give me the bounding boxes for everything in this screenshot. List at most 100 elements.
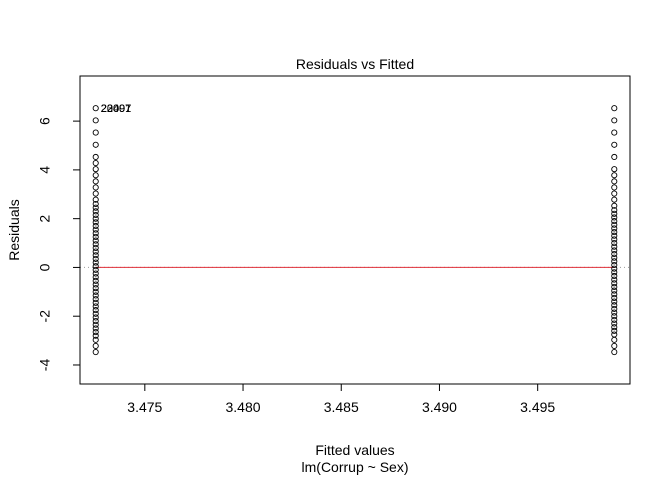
data-point: [92, 196, 99, 203]
data-point: [92, 281, 99, 288]
data-point: [92, 255, 99, 262]
data-point: [92, 222, 99, 230]
data-point: [92, 321, 99, 328]
data-point: [611, 218, 618, 225]
y-tick-label: 0: [37, 263, 53, 271]
data-point: [611, 105, 618, 112]
data-point: [92, 204, 99, 211]
data-point: [92, 190, 99, 197]
data-point: [611, 153, 618, 161]
point-label: 23407: [101, 103, 132, 115]
data-point: [611, 229, 618, 236]
data-point: [92, 332, 99, 339]
data-point: [92, 325, 99, 332]
data-point: [611, 239, 618, 247]
data-point: [611, 294, 618, 301]
data-point: [92, 329, 99, 336]
data-point: [611, 184, 618, 191]
data-point: [92, 292, 99, 299]
data-point: [92, 285, 99, 292]
data-point: [92, 270, 99, 277]
y-axis: -4 -2 0 2 4 6: [37, 117, 81, 372]
data-point: [92, 226, 99, 233]
data-point: [92, 237, 99, 244]
data-point: [611, 196, 618, 203]
y-tick-label: 6: [37, 117, 53, 125]
x-tick-label: 3.475: [127, 399, 162, 415]
data-point: [611, 166, 618, 173]
data-point: [92, 303, 99, 310]
data-point: [92, 336, 99, 343]
data-point: [92, 105, 99, 112]
data-point: [611, 117, 618, 124]
data-point: [92, 266, 99, 273]
data-point: [611, 305, 618, 312]
y-tick-label: 2: [37, 215, 53, 223]
plot-frame: [79, 75, 631, 385]
data-point: [92, 141, 99, 148]
x-tick-label: 3.485: [324, 399, 359, 415]
chart-title: Residuals vs Fitted: [296, 56, 414, 72]
point-label: 20091: [101, 103, 132, 115]
data-point: [611, 276, 618, 283]
data-point: [92, 318, 99, 325]
data-point: [611, 302, 618, 309]
data-point: [611, 225, 618, 232]
data-point: [92, 230, 99, 237]
data-point: [92, 178, 99, 185]
data-point: [611, 243, 618, 250]
data-point: [92, 219, 99, 226]
data-point: [611, 254, 618, 261]
data-point: [611, 287, 618, 294]
data-point: [611, 349, 618, 356]
data-point: [611, 141, 618, 148]
y-tick-label: -4: [37, 359, 53, 372]
data-point: [611, 261, 618, 269]
data-point: [92, 299, 99, 306]
x-axis-sublabel: lm(Corrup ~ Sex): [302, 459, 409, 475]
data-point: [611, 320, 618, 327]
data-point: [92, 277, 99, 284]
data-point: [92, 307, 99, 314]
data-point: [92, 215, 99, 222]
data-point: [611, 172, 618, 179]
point-label: 22097: [101, 103, 132, 115]
data-point: [92, 349, 99, 356]
data-point: [611, 309, 618, 316]
data-point: [611, 280, 618, 287]
data-point: [92, 166, 99, 173]
data-point: [611, 207, 618, 214]
data-point: [92, 211, 99, 219]
data-point: [611, 291, 618, 298]
data-point: [611, 269, 618, 276]
x-tick-label: 3.480: [226, 399, 261, 415]
data-point: [611, 247, 618, 254]
data-point: [92, 263, 99, 270]
data-point: [92, 248, 99, 255]
data-point: [611, 272, 618, 280]
data-point: [611, 178, 618, 185]
data-point: [611, 221, 618, 228]
data-point: [611, 214, 618, 221]
y-tick-label: -2: [37, 310, 53, 323]
data-point: [92, 310, 99, 317]
data-point: [92, 314, 99, 321]
data-point: [611, 250, 618, 258]
data-point: [92, 342, 99, 350]
data-point: [92, 200, 99, 208]
data-point: [92, 172, 99, 179]
data-point: [92, 259, 99, 266]
data-point: [92, 244, 99, 251]
data-point: [92, 252, 99, 259]
data-point: [611, 232, 618, 239]
data-point: [611, 202, 618, 209]
data-point: [92, 233, 99, 241]
data-point: [92, 129, 99, 136]
data-point: [92, 274, 99, 281]
data-point: [92, 288, 99, 295]
x-tick-label: 3.490: [422, 399, 457, 415]
data-point: [611, 190, 618, 197]
data-point: [611, 210, 618, 217]
data-point: [92, 296, 99, 303]
